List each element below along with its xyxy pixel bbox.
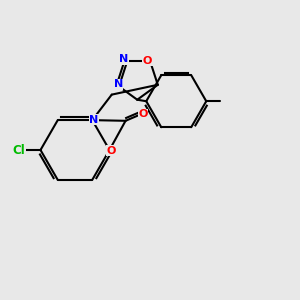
Text: N: N: [114, 79, 123, 89]
Text: Cl: Cl: [12, 143, 25, 157]
Text: O: O: [143, 56, 152, 66]
Text: O: O: [138, 109, 148, 119]
Text: N: N: [89, 115, 98, 124]
Text: N: N: [119, 54, 129, 64]
Text: O: O: [106, 146, 116, 156]
